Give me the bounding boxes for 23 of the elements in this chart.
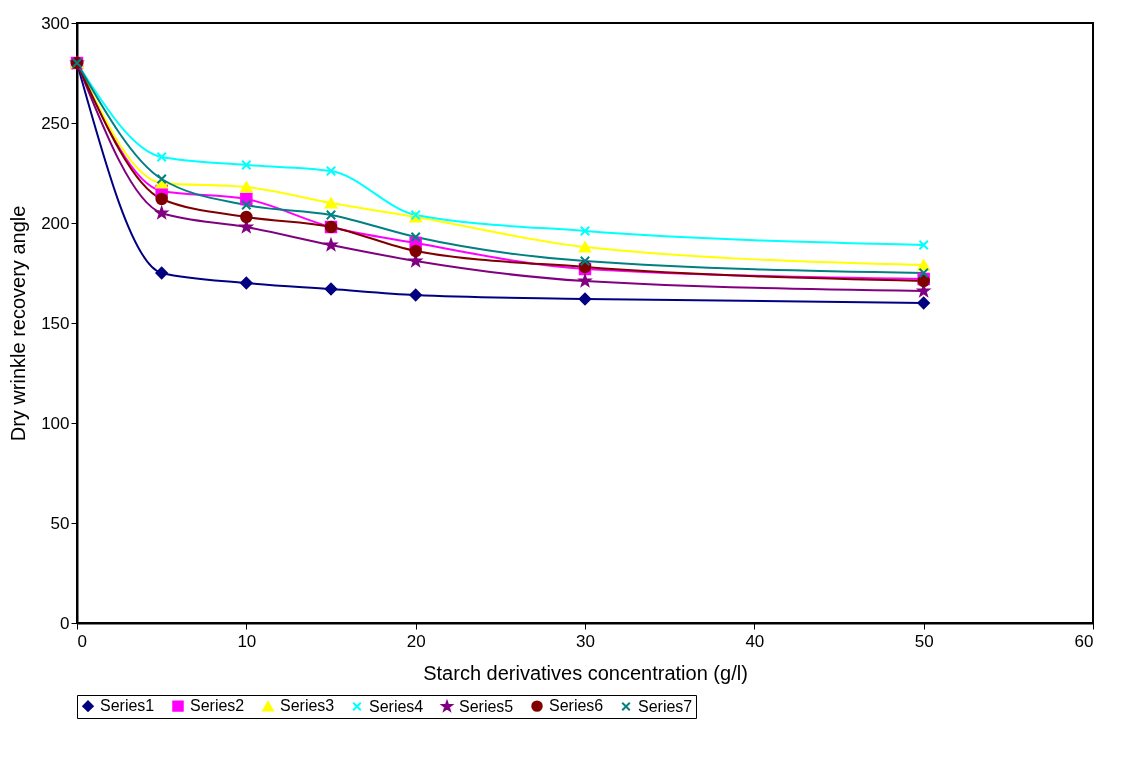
legend-label: Series4 (369, 697, 424, 715)
legend-label: Series3 (280, 697, 335, 715)
x-tick-label: 20 (406, 631, 426, 651)
legend-label: Series5 (459, 697, 514, 715)
legend-label: Series1 (100, 697, 155, 715)
legend-label: Series7 (638, 697, 693, 715)
legend-label: Series6 (549, 697, 604, 715)
y-tick-label: 100 (41, 413, 70, 433)
y-tick-label: 150 (41, 313, 70, 333)
x-tick-label: 60 (1074, 631, 1094, 651)
x-tick-label: 40 (745, 631, 765, 651)
x-tick-label: 50 (914, 631, 934, 651)
y-tick-label: 0 (60, 613, 70, 633)
legend-label: Series2 (190, 697, 245, 715)
y-tick-label: 200 (41, 213, 70, 233)
y-tick-label: 50 (50, 513, 70, 533)
x-tick-label: 30 (576, 631, 595, 651)
y-axis-title: Dry wrinkle recovery angle (7, 205, 30, 442)
y-tick-label: 250 (41, 113, 70, 133)
x-tick-label: 0 (77, 631, 87, 651)
y-tick-label: 300 (41, 13, 70, 33)
x-axis-title: Starch derivatives concentration (g/l) (423, 661, 748, 684)
x-tick-label: 10 (237, 631, 257, 651)
